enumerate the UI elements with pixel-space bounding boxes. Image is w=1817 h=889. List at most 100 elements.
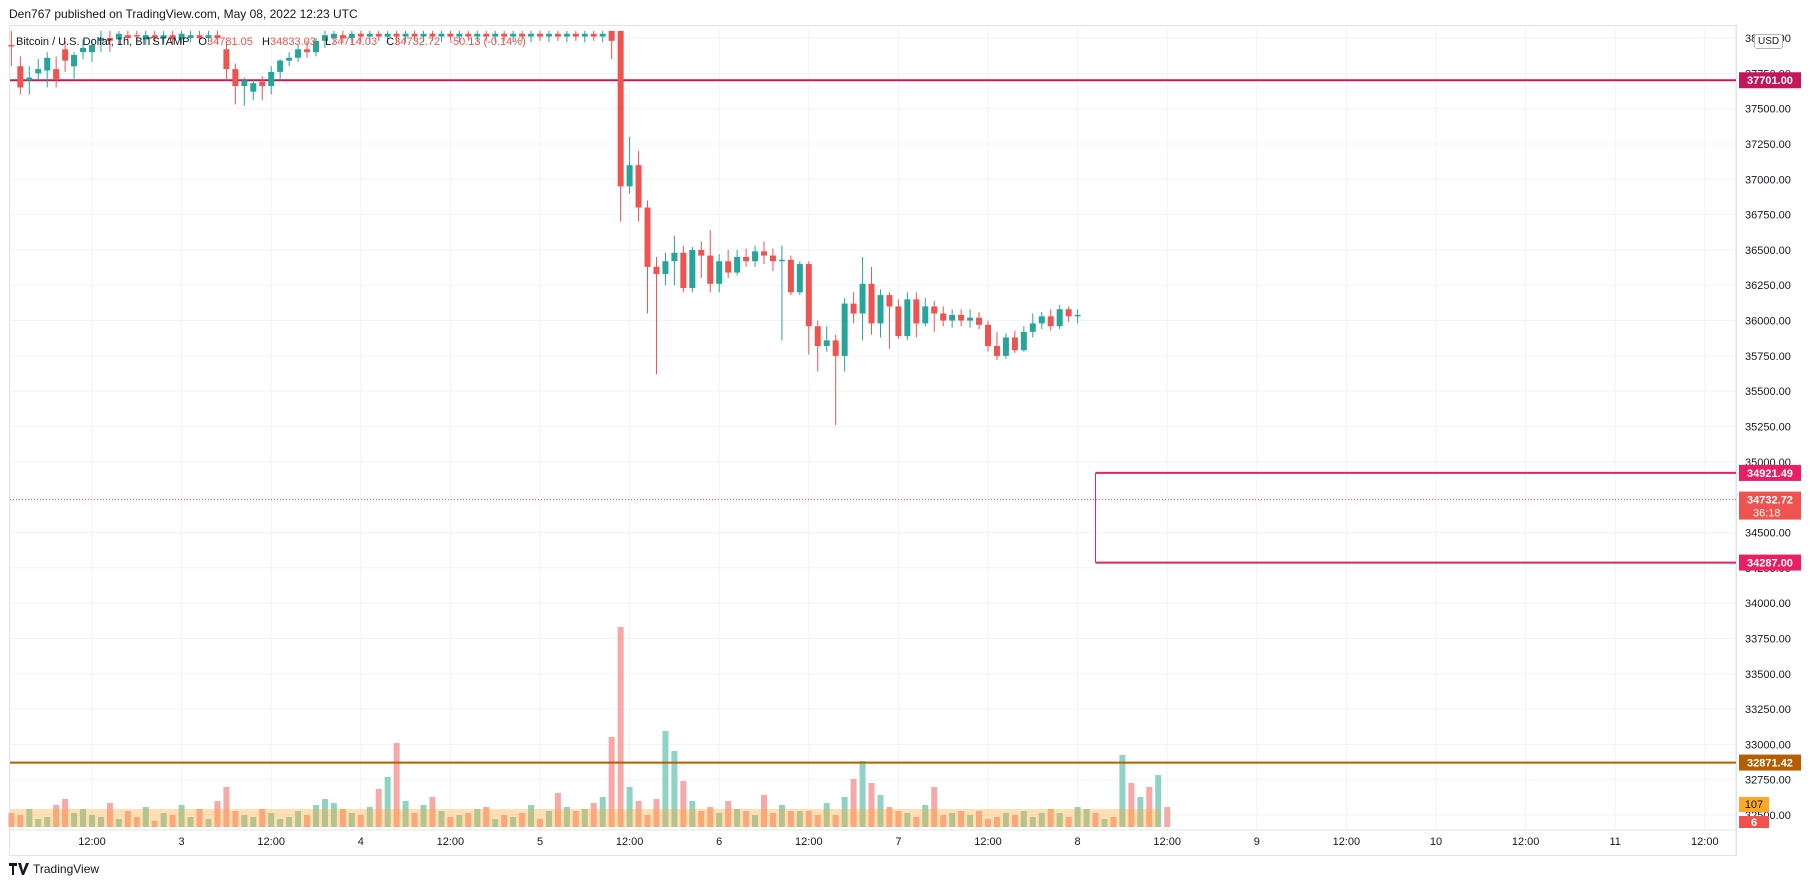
candle-body[interactable]: [644, 207, 651, 267]
candle-body[interactable]: [348, 33, 355, 38]
candle-body[interactable]: [1038, 316, 1045, 324]
candle-body[interactable]: [832, 340, 839, 356]
candle-body[interactable]: [35, 69, 42, 74]
candle-body[interactable]: [554, 33, 561, 37]
candle-body[interactable]: [904, 299, 911, 337]
candle-body[interactable]: [53, 69, 60, 79]
candle-body[interactable]: [384, 33, 391, 37]
candle-body[interactable]: [241, 80, 248, 87]
candle-body[interactable]: [160, 35, 167, 38]
candle-body[interactable]: [169, 35, 176, 40]
candle-body[interactable]: [698, 249, 705, 256]
candle-body[interactable]: [8, 45, 15, 47]
candle-body[interactable]: [734, 256, 741, 273]
candle-body[interactable]: [357, 33, 364, 37]
candle-body[interactable]: [232, 69, 239, 87]
candle-body[interactable]: [330, 33, 337, 38]
candle-body[interactable]: [510, 33, 517, 37]
candle-body[interactable]: [501, 33, 508, 37]
candle-body[interactable]: [895, 306, 902, 337]
candle-body[interactable]: [71, 54, 78, 67]
candle-body[interactable]: [841, 303, 848, 356]
candle-body[interactable]: [178, 33, 185, 40]
candle-body[interactable]: [761, 251, 767, 256]
candle-body[interactable]: [1029, 323, 1036, 332]
candle-body[interactable]: [958, 314, 965, 321]
candle-body[interactable]: [743, 256, 750, 262]
candle-body[interactable]: [259, 81, 266, 87]
candle-body[interactable]: [859, 283, 866, 314]
candle-body[interactable]: [814, 326, 821, 346]
candle-body[interactable]: [769, 255, 776, 262]
candle-body[interactable]: [707, 255, 714, 284]
candle-body[interactable]: [1002, 337, 1009, 356]
candle-body[interactable]: [339, 35, 346, 38]
candle-body[interactable]: [187, 35, 194, 38]
candle-body[interactable]: [608, 30, 615, 41]
candle-body[interactable]: [868, 283, 875, 324]
candle-body[interactable]: [483, 33, 490, 37]
candle-body[interactable]: [223, 49, 230, 70]
candle-body[interactable]: [671, 252, 678, 262]
candle-body[interactable]: [411, 33, 418, 37]
candle-body[interactable]: [922, 306, 929, 324]
candle-body[interactable]: [286, 57, 293, 61]
candle-body[interactable]: [268, 71, 275, 87]
candle-body[interactable]: [635, 165, 642, 208]
candle-body[interactable]: [940, 313, 947, 321]
candle-body[interactable]: [393, 33, 400, 37]
candle-body[interactable]: [420, 33, 427, 37]
candle-body[interactable]: [725, 261, 732, 273]
candle-body[interactable]: [151, 35, 158, 38]
candle-body[interactable]: [877, 295, 884, 324]
candle-body[interactable]: [106, 38, 113, 41]
candle-body[interactable]: [1065, 309, 1072, 317]
candle-body[interactable]: [304, 49, 311, 53]
candle-body[interactable]: [967, 317, 974, 321]
candle-body[interactable]: [492, 33, 499, 37]
candle-body[interactable]: [689, 249, 696, 289]
candle-body[interactable]: [402, 33, 409, 37]
candle-body[interactable]: [563, 33, 570, 37]
candle-body[interactable]: [1056, 309, 1063, 327]
candle-body[interactable]: [752, 251, 759, 262]
candle-body[interactable]: [474, 33, 481, 37]
candle-body[interactable]: [778, 259, 785, 262]
candle-body[interactable]: [97, 38, 104, 41]
candle-body[interactable]: [1020, 331, 1027, 351]
candle-body[interactable]: [662, 261, 669, 274]
candle-body[interactable]: [366, 33, 373, 37]
candle-body[interactable]: [653, 266, 660, 274]
candle-body[interactable]: [250, 83, 257, 92]
candle-body[interactable]: [80, 47, 87, 53]
candle-body[interactable]: [89, 45, 95, 53]
candle-body[interactable]: [787, 259, 794, 293]
candle-body[interactable]: [590, 33, 597, 37]
footer-brand[interactable]: TradingView: [33, 862, 100, 876]
candle-body[interactable]: [913, 299, 920, 324]
candle-body[interactable]: [62, 49, 69, 61]
candle-body[interactable]: [805, 264, 812, 327]
candle-body[interactable]: [617, 30, 624, 187]
candle-body[interactable]: [115, 33, 122, 40]
candle-body[interactable]: [295, 49, 302, 58]
candle-body[interactable]: [205, 35, 212, 38]
candle-body[interactable]: [196, 35, 203, 38]
candle-body[interactable]: [949, 314, 956, 321]
candle-body[interactable]: [985, 324, 991, 346]
candle-body[interactable]: [1011, 337, 1018, 351]
candle-body[interactable]: [993, 345, 1000, 356]
candle-body[interactable]: [133, 35, 140, 37]
candle-body[interactable]: [626, 165, 633, 187]
candle-body[interactable]: [572, 33, 579, 37]
candle-body[interactable]: [313, 40, 319, 53]
candle-body[interactable]: [214, 35, 221, 38]
candle-body[interactable]: [519, 33, 526, 37]
candle-body[interactable]: [823, 340, 830, 346]
candle-body[interactable]: [1047, 316, 1054, 327]
symbol-name[interactable]: Bitcoin / U.S. Dollar, 1h, BITSTAMP: [16, 36, 190, 48]
candle-body[interactable]: [599, 33, 606, 37]
candle-body[interactable]: [456, 33, 463, 37]
candle-body[interactable]: [26, 77, 33, 81]
